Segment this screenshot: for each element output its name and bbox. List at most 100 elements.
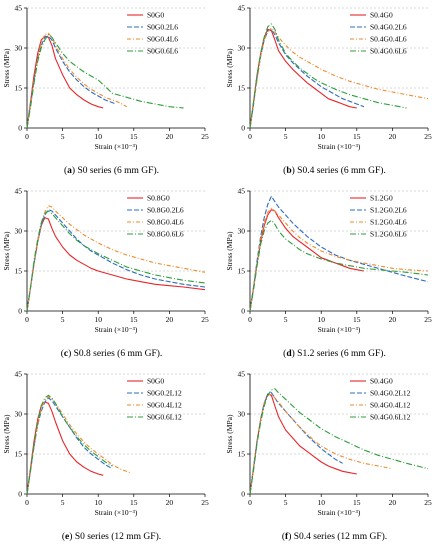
legend-label: S0G0.6L6 (147, 47, 178, 56)
y-tick-label: 45 (238, 187, 246, 196)
legend-label: S1.2G0.2L6 (370, 206, 407, 215)
x-tick-label: 25 (201, 132, 209, 141)
x-tick-label: 10 (317, 315, 325, 324)
caption-letter: e (65, 532, 70, 542)
chart-panel-a: 0 5 10 15 20 25 0 15 30 45 Strain (×10⁻³) Stress (M… (0, 0, 223, 183)
y-tick-label: 15 (238, 267, 246, 276)
x-tick-label: 0 (248, 132, 252, 141)
legend-label: S0.4G0.4L6 (370, 35, 407, 44)
x-tick-label: 10 (94, 498, 102, 507)
legend-label: S0.8G0.6L6 (147, 230, 184, 239)
chart-panel-e: 0 5 10 15 20 25 0 15 30 45 Strain (×10⁻³) Stress (M… (0, 366, 223, 549)
x-tick-label: 0 (248, 315, 252, 324)
caption-a: (a) S0 series (6 mm GF). (63, 166, 159, 176)
caption-c: (c) S0.8 series (6 mm GF). (60, 349, 163, 359)
caption-text: S0.4 series (12 mm GF). (293, 532, 388, 542)
x-tick-label: 25 (201, 315, 209, 324)
legend-label: S0.4G0.6L12 (370, 413, 411, 422)
series-line-3 (249, 207, 429, 312)
series-line-2 (249, 195, 429, 312)
y-tick-label: 30 (238, 410, 246, 419)
y-tick-label: 15 (15, 267, 23, 276)
x-tick-label: 5 (284, 498, 288, 507)
caption-text: S0.4 series (6 mm GF). (297, 166, 386, 176)
y-tick-label: 45 (15, 4, 23, 13)
y-tick-label: 30 (15, 44, 23, 53)
x-tick-label: 5 (284, 132, 288, 141)
x-tick-label: 10 (94, 315, 102, 324)
x-tick-label: 20 (166, 315, 174, 324)
y-tick-label: 30 (15, 410, 23, 419)
legend-label: S1.2G0.4L6 (370, 218, 407, 227)
y-tick-label: 45 (15, 187, 23, 196)
chart-panel-d: 0 5 10 15 20 25 0 15 30 45 Strain (×10⁻³) Stress (M… (223, 183, 446, 366)
legend-label: S0.4G0 (370, 377, 393, 386)
chart-panel-f: 0 5 10 15 20 25 0 15 30 45 Strain (×10⁻³) Stress (M… (223, 366, 446, 549)
x-tick-label: 20 (389, 498, 397, 507)
legend-label: S0.8G0 (147, 194, 170, 203)
y-axis-label: Stress (MPa) (2, 414, 11, 453)
x-tick-label: 15 (130, 132, 138, 141)
y-tick-label: 0 (18, 124, 22, 133)
series-line-4 (26, 394, 113, 495)
x-tick-label: 20 (166, 132, 174, 141)
caption-letter: d (286, 349, 292, 359)
caption-e: (e) S0 series (12 mm GF). (61, 532, 162, 542)
y-axis-label: Stress (MPa) (225, 414, 234, 453)
series-line-1 (26, 401, 104, 495)
x-tick-label: 25 (424, 315, 432, 324)
y-tick-label: 30 (238, 44, 246, 53)
legend-label: S0.4G0.2L12 (370, 389, 411, 398)
chart-svg-a: 0 5 10 15 20 25 0 15 30 45 Strain (×10⁻³) Stress (M… (2, 4, 209, 152)
y-tick-label: 15 (15, 450, 23, 459)
y-tick-label: 30 (15, 227, 23, 236)
caption-letter: c (63, 349, 69, 359)
series-line-1 (26, 35, 104, 129)
caption-text: S0 series (6 mm GF). (77, 166, 159, 176)
chart-panel-b: 0 5 10 15 20 25 0 15 30 45 Strain (×10⁻³) Stress (M… (223, 0, 446, 183)
caption-text: S0.8 series (6 mm GF). (73, 349, 163, 359)
x-axis-label: Strain (×10⁻³) (95, 325, 138, 334)
series-line-1 (249, 393, 357, 495)
legend-label: S0.8G0.2L6 (147, 206, 184, 215)
x-tick-label: 5 (61, 132, 65, 141)
legend-label: S0G0.2L6 (147, 23, 178, 32)
chart-panel-c: 0 5 10 15 20 25 0 15 30 45 Strain (×10⁻³) Stress (M… (0, 183, 223, 366)
series-line-4 (249, 388, 429, 495)
caption-b: (b) S0.4 series (6 mm GF). (283, 166, 386, 176)
chart-svg-b: 0 5 10 15 20 25 0 15 30 45 Strain (×10⁻³) Stress (M… (225, 4, 432, 152)
x-tick-label: 5 (284, 315, 288, 324)
series-line-2 (26, 35, 117, 129)
x-tick-label: 15 (130, 498, 138, 507)
legend-label: S0G0.2L12 (147, 389, 182, 398)
chart-svg-e: 0 5 10 15 20 25 0 15 30 45 Strain (×10⁻³) Stress (M… (2, 370, 209, 518)
caption-d: (d) S1.2 series (6 mm GF). (283, 349, 386, 359)
y-axis-label: Stress (MPa) (2, 231, 11, 270)
legend-label: S0G0.4L12 (147, 401, 182, 410)
x-axis-label: Strain (×10⁻³) (318, 508, 361, 517)
legend-label: S0.8G0.4L6 (147, 218, 184, 227)
x-tick-label: 15 (353, 498, 361, 507)
series-line-3 (249, 393, 393, 495)
x-tick-label: 10 (317, 132, 325, 141)
legend-label: S0.4G0.2L6 (370, 23, 407, 32)
legend-label: S0.4G0.6L6 (370, 47, 407, 56)
x-tick-label: 20 (389, 132, 397, 141)
series-line-1 (249, 28, 357, 129)
y-tick-label: 45 (238, 4, 246, 13)
legend-label: S0G0.4L6 (147, 35, 178, 44)
y-tick-label: 0 (18, 307, 22, 316)
legend-label: S0G0.6L12 (147, 413, 182, 422)
series-line-4 (26, 210, 206, 312)
x-axis-label: Strain (×10⁻³) (95, 142, 138, 151)
x-tick-label: 5 (61, 315, 65, 324)
caption-text: S1.2 series (6 mm GF). (297, 349, 386, 359)
x-tick-label: 15 (130, 315, 138, 324)
series-line-2 (249, 28, 365, 129)
x-tick-label: 20 (166, 498, 174, 507)
series-line-1 (249, 209, 364, 312)
y-tick-label: 45 (238, 370, 246, 379)
x-axis-label: Strain (×10⁻³) (95, 508, 138, 517)
caption-text: S0 series (12 mm GF). (74, 532, 162, 542)
y-tick-label: 45 (15, 370, 23, 379)
